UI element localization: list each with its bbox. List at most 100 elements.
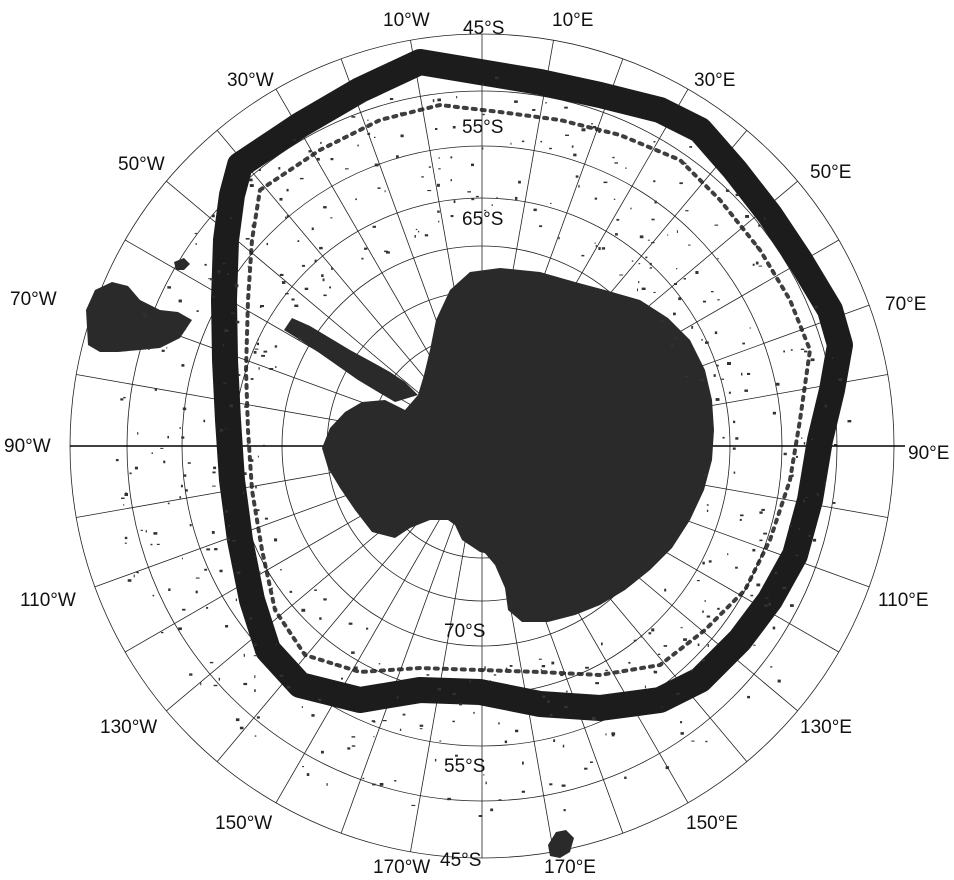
observation-speck — [653, 180, 656, 183]
observation-speck — [575, 175, 579, 178]
observation-speck — [334, 663, 339, 667]
observation-speck — [518, 180, 521, 184]
observation-speck — [740, 514, 744, 517]
observation-speck — [484, 666, 486, 669]
observation-speck — [331, 267, 333, 270]
observation-speck — [161, 631, 164, 634]
observation-speck — [125, 492, 127, 494]
observation-speck — [212, 485, 216, 487]
observation-speck — [399, 112, 403, 115]
observation-speck — [727, 362, 731, 365]
observation-speck — [714, 331, 718, 335]
observation-speck — [708, 560, 712, 563]
observation-speck — [357, 144, 359, 147]
observation-speck — [208, 278, 212, 280]
observation-speck — [127, 579, 132, 582]
observation-speck — [167, 286, 171, 289]
observation-speck — [298, 337, 302, 340]
observation-speck — [259, 306, 262, 308]
observation-speck — [256, 342, 259, 346]
observation-speck — [716, 364, 719, 367]
observation-speck — [351, 745, 356, 747]
observation-speck — [303, 652, 307, 654]
observation-speck — [614, 162, 618, 164]
observation-speck — [601, 642, 603, 646]
observation-speck — [247, 265, 249, 268]
observation-speck — [244, 472, 247, 475]
observation-speck — [152, 594, 155, 597]
observation-speck — [747, 695, 750, 699]
observation-speck — [593, 126, 597, 129]
observation-speck — [351, 736, 356, 738]
observation-speck — [219, 569, 223, 573]
observation-speck — [348, 622, 353, 625]
observation-speck — [209, 661, 214, 664]
observation-speck — [735, 566, 738, 569]
observation-speck — [653, 670, 658, 674]
observation-speck — [455, 754, 458, 757]
observation-speck — [565, 134, 569, 136]
observation-speck — [564, 106, 568, 109]
observation-speck — [450, 215, 454, 218]
observation-speck — [382, 720, 387, 722]
observation-speck — [311, 227, 314, 231]
observation-speck — [795, 554, 799, 556]
observation-speck — [549, 783, 553, 786]
observation-speck — [184, 489, 188, 492]
observation-speck — [427, 190, 432, 192]
observation-speck — [345, 168, 349, 170]
observation-speck — [824, 404, 827, 408]
observation-speck — [720, 378, 725, 380]
observation-speck — [630, 207, 632, 210]
observation-speck — [702, 610, 704, 613]
observation-speck — [435, 128, 438, 130]
observation-speck — [549, 713, 553, 717]
label-170w: 170°W — [373, 857, 430, 878]
observation-speck — [676, 230, 678, 233]
label-55s-top: 55°S — [462, 117, 503, 138]
observation-speck — [195, 243, 197, 245]
observation-speck — [594, 197, 598, 200]
observation-speck — [330, 158, 334, 161]
observation-speck — [257, 455, 259, 458]
observation-speck — [438, 220, 440, 223]
observation-speck — [707, 644, 709, 647]
observation-speck — [212, 214, 215, 218]
observation-speck — [379, 783, 384, 786]
observation-speck — [651, 242, 655, 244]
observation-speck — [473, 711, 475, 714]
label-150w: 150°W — [215, 813, 272, 834]
observation-speck — [411, 804, 416, 806]
observation-speck — [654, 200, 657, 204]
observation-speck — [759, 511, 763, 514]
observation-speck — [439, 740, 442, 742]
observation-speck — [702, 300, 706, 303]
observation-speck — [539, 225, 543, 228]
label-90e: 90°E — [908, 443, 949, 464]
label-30w: 30°W — [227, 70, 274, 91]
observation-speck — [304, 287, 309, 290]
observation-speck — [498, 722, 500, 725]
observation-speck — [717, 299, 720, 301]
observation-speck — [243, 653, 245, 657]
label-45s-top: 45°S — [463, 18, 504, 39]
observation-speck — [323, 294, 327, 297]
label-30e: 30°E — [694, 70, 735, 91]
observation-speck — [742, 342, 745, 345]
observation-speck — [181, 557, 183, 560]
observation-speck — [373, 735, 375, 738]
observation-speck — [692, 407, 694, 410]
observation-speck — [280, 569, 282, 571]
observation-speck — [509, 665, 513, 667]
observation-speck — [452, 692, 456, 695]
observation-speck — [353, 666, 358, 670]
observation-speck — [213, 466, 217, 470]
observation-speck — [148, 347, 150, 350]
observation-speck — [644, 685, 646, 689]
observation-speck — [254, 643, 257, 647]
label-170e: 170°E — [544, 857, 596, 878]
observation-speck — [271, 587, 273, 589]
observation-speck — [683, 278, 686, 280]
observation-speck — [242, 491, 245, 495]
observation-speck — [590, 761, 593, 763]
